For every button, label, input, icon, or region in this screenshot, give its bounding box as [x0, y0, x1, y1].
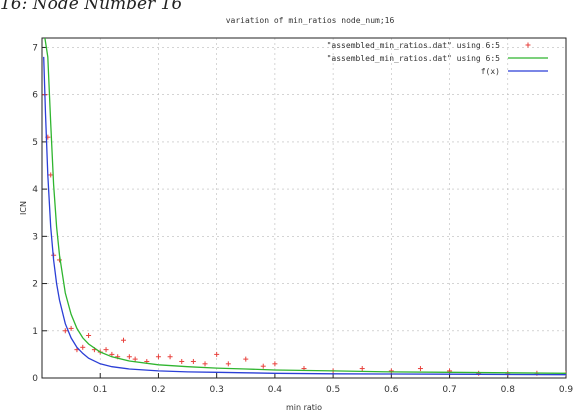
series-layer	[42, 38, 566, 376]
data-point	[68, 325, 74, 331]
series-line-2	[44, 38, 566, 374]
legend-marker-series-1	[525, 42, 531, 48]
legend-point-marker	[525, 42, 531, 48]
x-axis-label: min ratio	[286, 403, 322, 412]
x-tick-label: 0.4	[268, 385, 283, 395]
x-tick-label: 0.2	[151, 385, 165, 395]
x-tick-label: 0.6	[384, 385, 399, 395]
x-tick-label: 0.9	[559, 385, 574, 395]
x-tick-label: 0.8	[501, 385, 516, 395]
y-tick-label: 5	[32, 138, 38, 148]
data-point	[272, 361, 278, 367]
data-point	[359, 366, 365, 372]
x-tick-label: 0.5	[326, 385, 340, 395]
legend-label-series-3: f(x)	[481, 67, 500, 76]
data-point	[155, 354, 161, 360]
data-point	[476, 370, 482, 376]
data-point	[202, 361, 208, 367]
y-tick-label: 7	[32, 43, 38, 53]
data-point	[121, 337, 127, 343]
y-tick-label: 6	[32, 91, 38, 101]
data-point	[388, 368, 394, 374]
data-point	[179, 358, 185, 364]
x-tick-label: 0.7	[442, 385, 456, 395]
y-tick-label: 2	[32, 280, 38, 290]
legend-label-series-2: "assembled_min_ratios.dat" using 6:5	[327, 54, 501, 63]
y-tick-label: 3	[32, 232, 38, 242]
data-point	[126, 354, 132, 360]
data-point	[132, 356, 138, 362]
data-point	[225, 361, 231, 367]
data-point	[103, 347, 109, 353]
legend-label-series-1: "assembled_min_ratios.dat" using 6:5	[327, 41, 501, 50]
data-point	[62, 328, 68, 334]
x-tick-label: 0.1	[93, 385, 107, 395]
y-tick-label: 4	[32, 185, 38, 195]
chart-title: variation of min_ratios node_num;16	[226, 16, 395, 25]
y-tick-label: 0	[32, 374, 38, 384]
data-point	[80, 344, 86, 350]
y-tick-label: 1	[32, 327, 38, 337]
grid-lines	[42, 38, 567, 378]
data-point	[190, 358, 196, 364]
data-point	[260, 363, 266, 369]
data-point	[243, 356, 249, 362]
data-point	[109, 351, 115, 357]
series-line-3	[43, 56, 566, 376]
data-point	[86, 333, 92, 338]
figure-caption: 16: Node Number 16	[0, 0, 183, 14]
data-point	[167, 354, 173, 360]
legend: "assembled_min_ratios.dat" using 6:5 "as…	[327, 41, 548, 76]
y-axis-label: ICN	[19, 201, 28, 215]
data-point	[417, 366, 423, 372]
x-tick-label: 0.3	[210, 385, 224, 395]
data-point	[214, 351, 220, 357]
data-point	[48, 172, 54, 178]
axis-ticks: 0.1 0.2 0.3 0.4 0.5 0.6 0.7 0.8 0.9 0 1 2 3 4 5 6 7	[32, 43, 573, 395]
plot-frame	[41, 37, 567, 379]
